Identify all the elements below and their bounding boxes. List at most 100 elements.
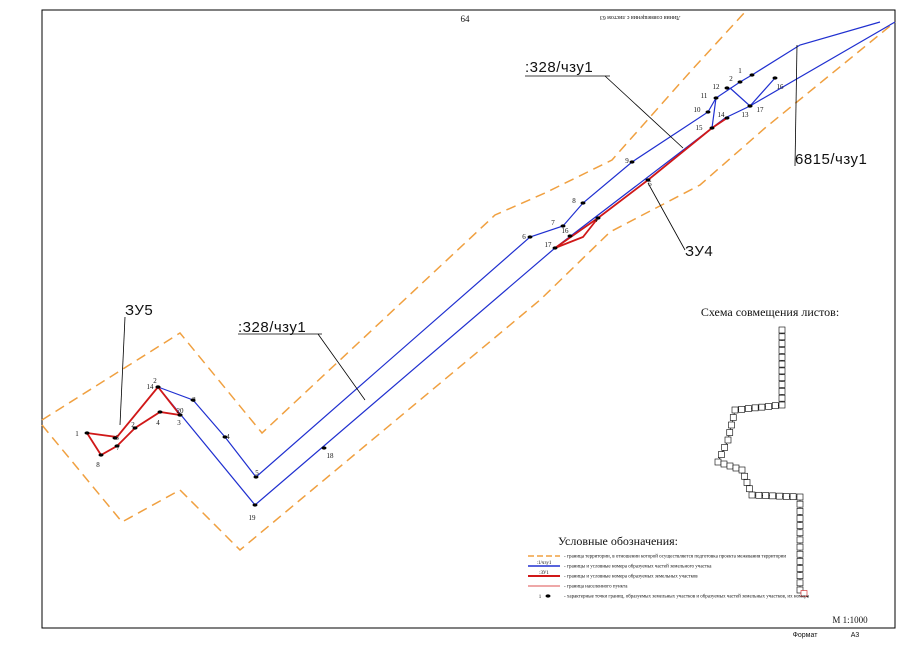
point-marker [595, 216, 601, 220]
point-marker [252, 503, 258, 507]
point-label: 5 [648, 180, 652, 188]
point-label: 4 [156, 419, 160, 427]
sheet-frame [41, 9, 896, 629]
scheme-sheet [755, 491, 763, 499]
point-label: 18 [327, 452, 335, 460]
point-marker [580, 201, 586, 205]
scheme-sheet [720, 460, 728, 468]
point-marker [705, 110, 711, 114]
page-number: 64 [461, 14, 471, 24]
boundary-line [41, 21, 896, 552]
parcel-label: :328/чзу1 [238, 319, 306, 336]
scheme-sheet [778, 360, 786, 368]
point-label: 14 [718, 111, 726, 119]
scheme-sheet [796, 586, 804, 594]
point-label: 16 [562, 227, 570, 235]
legend: Условные обозначения: - граница территор… [528, 534, 810, 600]
leader [647, 182, 686, 251]
parcel-labels: :328/чзу1 6815/чзу1 ЗУ4 ЗУ5 :328/чзу1 [125, 59, 867, 336]
point-label: 4 [226, 433, 230, 441]
scheme-sheet [778, 367, 786, 375]
part-line [157, 21, 896, 506]
point-label: 3 [177, 419, 181, 427]
point-label: 19 [249, 514, 257, 522]
point-marker [724, 86, 730, 90]
scheme-sheet [728, 421, 735, 429]
legend-code: :1/чзу1 [537, 561, 552, 566]
point-label: 2 [153, 377, 157, 385]
scheme-sheet [796, 515, 804, 522]
legend-code: :ЗУ1 [539, 571, 549, 576]
scheme-sheet [796, 579, 804, 587]
leader [604, 75, 684, 149]
point-label: 7 [551, 219, 555, 227]
parcel-label: ЗУ5 [125, 302, 153, 319]
point-marker [560, 224, 566, 228]
point-label: 1 [738, 67, 742, 75]
point-marker [84, 431, 90, 435]
point-marker [321, 446, 327, 450]
scheme-sheet [758, 403, 766, 411]
legend-code: 1 [539, 595, 542, 600]
boundary-line [41, 11, 746, 435]
point-marker [713, 96, 719, 100]
point-label: 1 [75, 430, 79, 438]
point-marker [737, 80, 743, 84]
scheme-sheet [796, 550, 804, 558]
point-marker [98, 453, 104, 457]
point-label: 17 [545, 241, 553, 249]
point-label: 10 [694, 106, 702, 114]
point-marker [552, 246, 558, 250]
scheme-sheet [796, 536, 804, 544]
leader [317, 333, 366, 401]
scheme-sheet [796, 558, 804, 565]
point-label: 7 [116, 444, 120, 452]
parcel-label: :328/чзу1 [525, 59, 593, 76]
scheme-sheet [778, 333, 786, 341]
scheme-sheet [746, 485, 753, 493]
scheme-sheet [796, 565, 804, 572]
scheme-sheet [721, 444, 728, 451]
scheme-sheet [796, 529, 804, 537]
scheme-sheet [778, 374, 786, 382]
point-marker [749, 73, 755, 77]
scheme-sheet [778, 381, 786, 388]
scheme-sheet [726, 462, 734, 470]
scheme-sheet [745, 405, 752, 412]
scheme-sheet [796, 493, 804, 501]
point-label: 2 [131, 421, 135, 429]
point-marker [222, 435, 228, 439]
territory-boundary [41, 11, 896, 552]
point-label: 8 [572, 197, 576, 205]
point-marker [190, 398, 196, 402]
part-line [157, 21, 881, 478]
point-marker [747, 104, 753, 108]
point-marker [772, 76, 778, 80]
scheme-sheet [769, 492, 776, 500]
point-marker [645, 178, 651, 182]
scheme-sheet [718, 451, 725, 458]
point-label: 4 [594, 216, 598, 224]
point-marker [527, 235, 533, 239]
scheme-sheet [796, 522, 804, 529]
scheme-sheet [778, 326, 786, 334]
scheme-sheet [765, 403, 772, 410]
point-marker [132, 426, 138, 430]
point-marker [724, 116, 730, 120]
scheme-sheet [732, 464, 740, 472]
scheme-sheet [789, 493, 797, 501]
scheme-sheet [729, 414, 737, 421]
scheme-sheet [778, 388, 786, 395]
scheme-sheet [776, 492, 783, 500]
point-marker [709, 126, 715, 130]
scheme-sheet [741, 472, 748, 480]
legend-text: - граница территории, в отношении которо… [564, 555, 786, 560]
point-label: 14 [147, 383, 155, 391]
parcel-label: ЗУ4 [685, 243, 713, 260]
parcel-label: 6815/чзу1 [795, 151, 867, 168]
legend-swatch [545, 594, 551, 598]
scheme-sheet [748, 491, 756, 499]
match-line: Линия совмещения с листом 63 [600, 14, 681, 20]
